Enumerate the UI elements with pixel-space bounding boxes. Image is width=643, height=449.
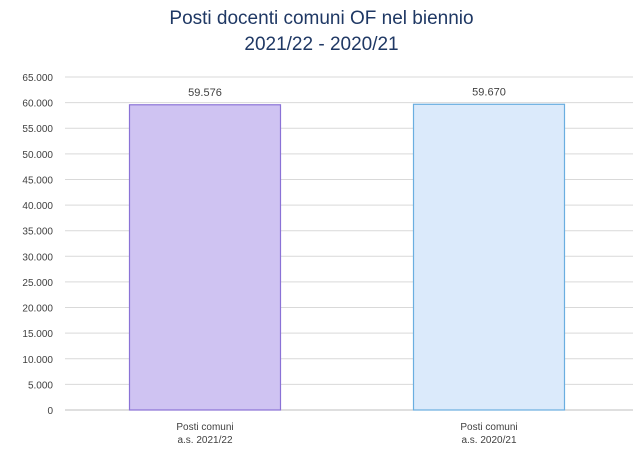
y-tick-label: 50.000 [22, 150, 53, 161]
y-tick-label: 60.000 [22, 99, 53, 110]
x-tick-label: Posti comuni [460, 422, 517, 433]
x-tick-label: Posti comuni [176, 422, 233, 433]
y-tick-label: 5.000 [28, 380, 53, 391]
y-tick-label: 40.000 [22, 201, 53, 212]
y-tick-label: 35.000 [22, 227, 53, 238]
y-tick-label: 55.000 [22, 124, 53, 135]
y-tick-label: 45.000 [22, 175, 53, 186]
bar [412, 103, 566, 411]
chart-subtitle: 2021/22 - 2020/21 [244, 34, 399, 55]
y-tick-label: 10.000 [22, 355, 53, 366]
y-tick-label: 20.000 [22, 304, 53, 315]
y-tick-label: 15.000 [22, 329, 53, 340]
chart-title: Posti docenti comuni OF nel biennio [169, 8, 474, 29]
x-tick-label: a.s. 2020/21 [461, 435, 516, 446]
y-tick-label: 65.000 [22, 73, 53, 84]
data-label: 59.576 [188, 87, 222, 99]
x-tick-label: a.s. 2021/22 [177, 435, 232, 446]
y-tick-label: 25.000 [22, 278, 53, 289]
y-tick-label: 30.000 [22, 252, 53, 263]
bar [128, 104, 282, 411]
data-label: 59.670 [472, 86, 506, 98]
y-tick-label: 0 [47, 406, 53, 417]
